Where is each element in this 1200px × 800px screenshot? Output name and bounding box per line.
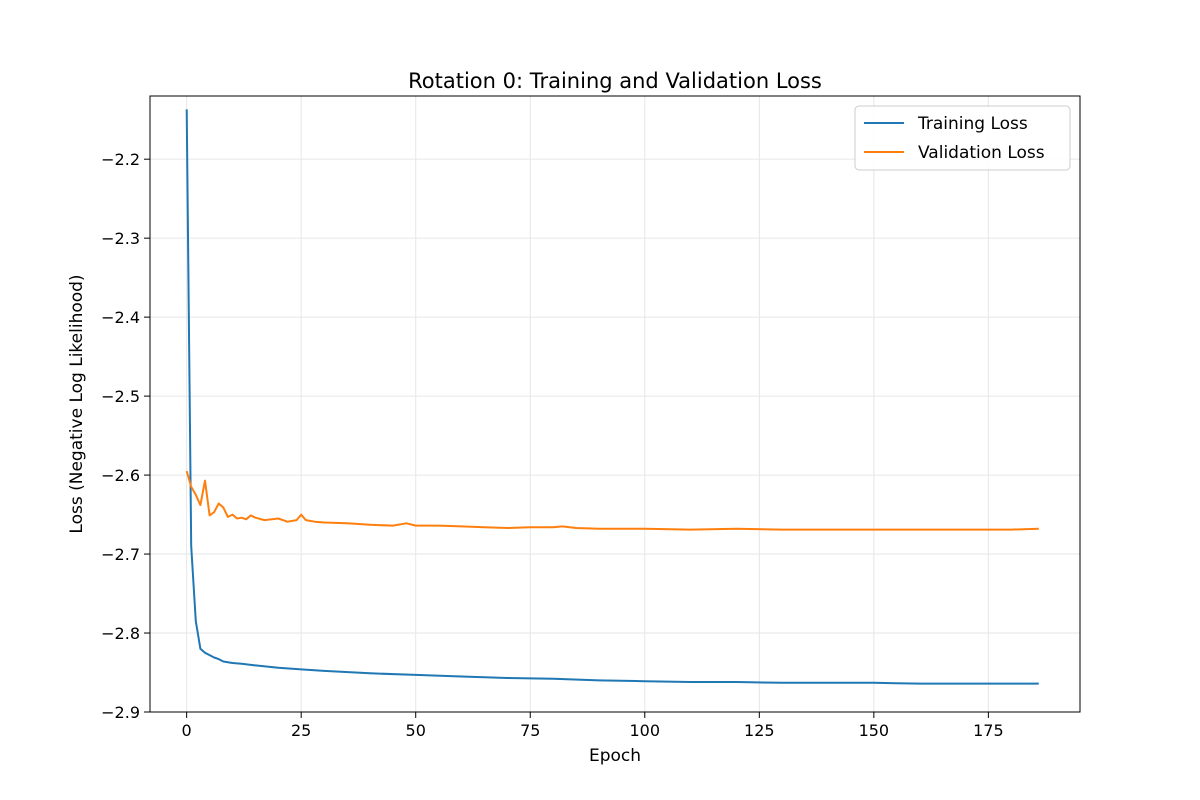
x-ticks: 0 25 50 75 100 125 150 175 xyxy=(182,712,1004,740)
legend-label: Training Loss xyxy=(917,114,1028,134)
y-tick-label: −2.5 xyxy=(101,387,140,406)
y-tick-label: −2.4 xyxy=(101,308,140,327)
legend-label: Validation Loss xyxy=(918,143,1045,163)
x-tick-label: 125 xyxy=(744,721,775,740)
x-tick-label: 100 xyxy=(630,721,661,740)
series-line-validation-loss xyxy=(185,470,1039,531)
legend: Training Loss Validation Loss xyxy=(854,105,1071,171)
x-tick-label: 50 xyxy=(406,721,426,740)
x-axis-label: Epoch xyxy=(589,746,641,766)
x-tick-label: 175 xyxy=(973,721,1004,740)
y-axis-label: Loss (Negative Log Likelihood) xyxy=(67,274,87,533)
y-ticks: −2.2 −2.3 −2.4 −2.5 −2.6 −2.7 −2.8 −2.9 xyxy=(101,150,150,722)
x-tick-label: 150 xyxy=(859,721,890,740)
y-tick-label: −2.7 xyxy=(101,545,140,564)
y-tick-label: −2.3 xyxy=(101,229,140,248)
x-tick-label: 25 xyxy=(291,721,311,740)
y-tick-label: −2.6 xyxy=(101,466,140,485)
grid-lines xyxy=(150,96,1080,713)
plot-lines xyxy=(185,109,1039,685)
y-tick-label: −2.8 xyxy=(101,624,140,643)
legend-box xyxy=(854,105,1071,171)
y-tick-label: −2.2 xyxy=(101,150,140,169)
plot-frame xyxy=(149,95,1081,713)
chart-title: Rotation 0: Training and Validation Loss xyxy=(408,69,822,93)
x-tick-label: 0 xyxy=(182,721,192,740)
y-tick-label: −2.9 xyxy=(101,703,140,722)
x-tick-label: 75 xyxy=(520,721,540,740)
series-line-training-loss xyxy=(185,109,1039,685)
